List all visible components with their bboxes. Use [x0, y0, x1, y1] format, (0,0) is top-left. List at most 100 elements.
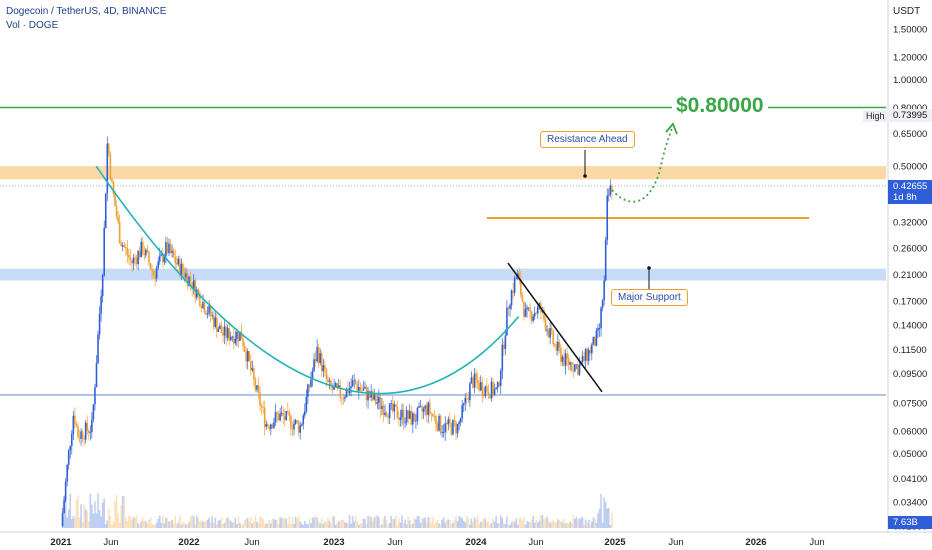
- volume-legend[interactable]: Vol · DOGE: [6, 20, 59, 31]
- volume-bar: [574, 518, 576, 528]
- volume-bar: [97, 493, 99, 528]
- volume-bar: [240, 524, 243, 528]
- volume-bar: [168, 521, 170, 528]
- volume-bar: [101, 502, 104, 528]
- volume-bar: [276, 519, 278, 528]
- volume-bar: [449, 519, 451, 528]
- candle: [283, 416, 286, 421]
- candle: [464, 397, 467, 403]
- candle: [590, 344, 593, 354]
- volume-bar: [564, 523, 567, 528]
- volume-bar: [521, 520, 524, 528]
- volume-bar: [415, 519, 417, 528]
- candle: [553, 344, 556, 346]
- candle: [217, 328, 220, 332]
- volume-bar: [441, 519, 443, 528]
- symbol-title[interactable]: Dogecoin / TetherUS, 4D, BINANCE: [6, 6, 167, 17]
- time-tick-label: Jun: [809, 537, 824, 548]
- volume-bar: [162, 515, 164, 528]
- volume-bar: [507, 524, 510, 528]
- candle: [445, 423, 448, 425]
- candle: [461, 405, 463, 419]
- volume-bar: [138, 524, 141, 528]
- volume-bar: [239, 523, 241, 528]
- candle: [263, 407, 266, 427]
- volume-bar: [172, 523, 175, 528]
- candle: [290, 415, 292, 429]
- volume-bar: [92, 513, 95, 528]
- volume-bar: [597, 513, 599, 528]
- volume-bar: [287, 524, 289, 528]
- candle: [131, 260, 133, 264]
- candle: [162, 253, 164, 263]
- candle: [402, 409, 405, 424]
- volume-bar: [132, 517, 135, 528]
- volume-bar: [95, 513, 98, 528]
- volume-bar: [506, 516, 508, 528]
- candle: [331, 386, 334, 390]
- candle: [370, 391, 372, 398]
- volume-bar: [408, 520, 411, 528]
- volume-bar: [427, 517, 430, 528]
- candle: [135, 258, 138, 265]
- volume-bar: [145, 520, 147, 528]
- volume-bar: [120, 505, 122, 528]
- candle: [427, 402, 430, 415]
- volume-bar: [131, 519, 133, 528]
- candle: [169, 243, 172, 253]
- candle: [220, 325, 223, 334]
- candle: [300, 424, 303, 426]
- volume-bar: [216, 524, 218, 528]
- candle: [249, 361, 252, 371]
- volume-bar: [580, 518, 582, 528]
- candle: [149, 262, 152, 270]
- candle: [498, 382, 501, 386]
- candle: [496, 382, 499, 388]
- candle: [470, 377, 473, 384]
- volume-bar: [462, 520, 465, 528]
- candle: [347, 388, 349, 394]
- resistance-annotation[interactable]: Resistance Ahead: [540, 131, 635, 148]
- candle: [489, 395, 491, 399]
- volume-bar: [428, 516, 431, 528]
- candle: [242, 339, 244, 347]
- volume-bar: [231, 522, 234, 528]
- volume-bar: [98, 509, 101, 528]
- candle: [408, 410, 411, 419]
- volume-bar: [498, 523, 501, 528]
- candle: [307, 384, 309, 397]
- volume-bar: [371, 520, 374, 528]
- volume-bar: [546, 516, 548, 528]
- candle: [594, 337, 596, 346]
- candle: [533, 312, 536, 317]
- candle: [524, 309, 527, 317]
- volume-bar: [325, 522, 328, 528]
- volume-bar: [552, 519, 555, 528]
- candle: [350, 386, 352, 389]
- candle: [253, 368, 255, 379]
- candle: [171, 250, 173, 253]
- volume-bar: [603, 497, 605, 528]
- volume-bar: [271, 519, 274, 528]
- volume-bar: [237, 516, 240, 528]
- volume-bar: [245, 518, 247, 528]
- volume-bar: [393, 519, 396, 528]
- volume-bar: [512, 520, 514, 528]
- candle: [410, 410, 413, 425]
- volume-bar: [283, 517, 286, 528]
- candle: [354, 380, 357, 385]
- candle: [544, 319, 547, 331]
- time-tick-label: 2026: [745, 537, 766, 548]
- volume-bar: [322, 523, 325, 528]
- volume-bar: [75, 500, 78, 528]
- candle: [288, 411, 291, 416]
- candle: [125, 247, 127, 249]
- volume-bar: [595, 522, 598, 528]
- volume-bar: [175, 524, 178, 528]
- candle: [353, 380, 355, 381]
- volume-bar: [135, 515, 138, 528]
- volume-bar: [303, 520, 306, 528]
- support-annotation[interactable]: Major Support: [611, 289, 688, 306]
- volume-bar: [74, 517, 76, 528]
